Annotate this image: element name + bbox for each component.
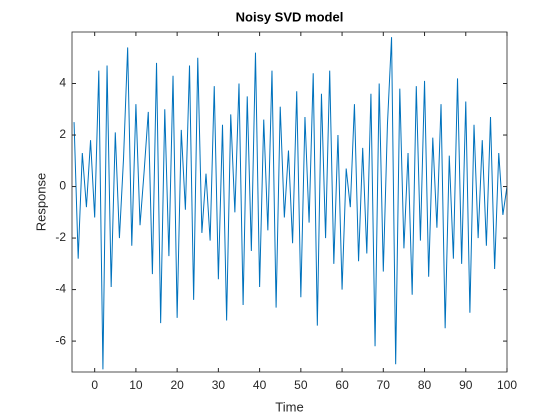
x-tick-label: 30 — [212, 378, 226, 392]
y-axis-label: Response — [33, 173, 48, 232]
x-tick-label: 50 — [294, 378, 308, 392]
x-tick-label: 100 — [497, 378, 517, 392]
x-tick-label: 0 — [91, 378, 98, 392]
x-tick-label: 20 — [170, 378, 184, 392]
x-tick-label: 60 — [335, 378, 349, 392]
plot-area — [72, 32, 507, 372]
x-tick-label: 70 — [377, 378, 391, 392]
y-tick-label: -4 — [55, 282, 66, 296]
y-tick-label: 4 — [59, 76, 66, 90]
x-tick-label: 90 — [459, 378, 473, 392]
x-tick-label: 80 — [418, 378, 432, 392]
axes-box — [71, 31, 508, 373]
data-line — [73, 37, 507, 370]
chart-title: Noisy SVD model — [236, 9, 344, 24]
x-tick-label: 10 — [129, 378, 143, 392]
x-tick-label: 40 — [253, 378, 267, 392]
y-tick-label: 2 — [59, 127, 66, 141]
x-axis-label: Time — [275, 399, 303, 414]
y-tick-label: 0 — [59, 179, 66, 193]
y-tick-label: -6 — [55, 333, 66, 347]
y-tick-label: -2 — [55, 230, 66, 244]
